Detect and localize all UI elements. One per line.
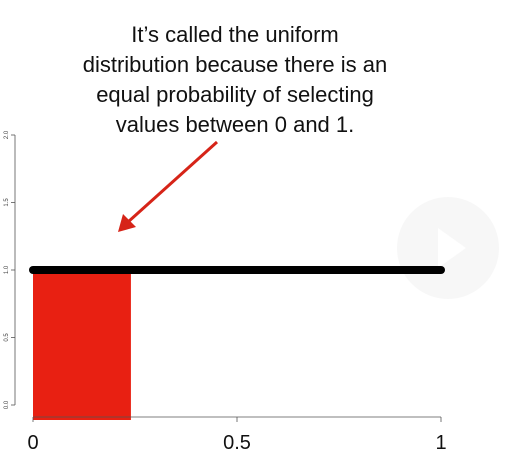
play-icon <box>438 228 466 268</box>
annotation-line-1: It’s called the uniform <box>131 22 339 47</box>
annotation-text: It’s called the uniform distribution bec… <box>50 20 420 140</box>
annotation-line-2: distribution because there is an <box>82 52 388 77</box>
annotation-line-4: values between 0 and 1. <box>115 112 355 137</box>
y-tick-label: 2.0 <box>4 130 10 139</box>
annotation-arrow-head <box>118 214 136 232</box>
x-tick-label: 1 <box>435 432 446 454</box>
y-tick-label: 1.5 <box>4 198 10 207</box>
annotation-arrow-shaft <box>126 140 219 224</box>
shaded-probability-region <box>33 270 131 420</box>
y-tick-label: 0.0 <box>4 400 10 409</box>
y-tick-label: 0.5 <box>4 333 10 342</box>
y-tick-label: 1.0 <box>4 265 10 274</box>
annotation-line-3: equal probability of selecting <box>96 82 374 107</box>
x-tick-label: 0 <box>27 432 38 454</box>
x-tick-label: 0.5 <box>223 432 251 454</box>
